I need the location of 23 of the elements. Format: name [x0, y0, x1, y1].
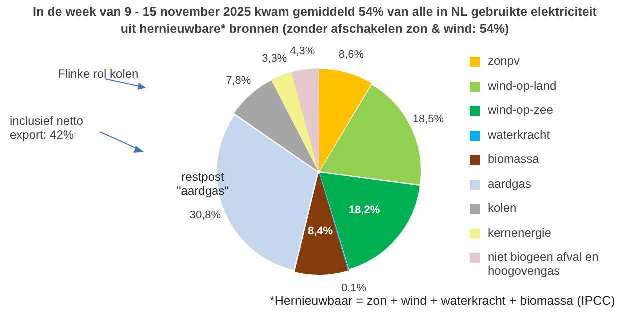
- chart-title: In de week van 9 - 15 november 2025 kwam gemiddeld 54% van alle in NL gebruikte elektriciteit uit hernieuwbare* bronnen (zonder afschakelen zon & wind: 54%): [32, 4, 598, 38]
- data-label: 8,6%: [338, 48, 364, 61]
- data-label: 30,8%: [190, 209, 222, 222]
- data-label: 8,4%: [308, 226, 334, 238]
- legend-label: biomassa: [488, 152, 540, 166]
- data-label: 4,3%: [290, 46, 316, 58]
- text: restpost "aardgas": [176, 170, 230, 198]
- legend-label: wind-op-land: [488, 78, 557, 92]
- legend-label: kernenergie: [488, 226, 552, 240]
- data-label: 18,2%: [348, 204, 380, 217]
- legend-label: aardgas: [488, 176, 532, 190]
- data-label: 7,8%: [226, 74, 252, 87]
- text: *Hernieuwbaar = zon + wind + waterkracht + biomassa (IPCC): [270, 294, 616, 308]
- text: Flinke rol kolen: [58, 67, 139, 81]
- legend-label: waterkracht: [488, 128, 550, 142]
- data-label: 0,1%: [341, 282, 367, 294]
- legend-label: zonpv: [488, 54, 520, 68]
- legend-label: wind-op-zee: [488, 103, 554, 117]
- legend-label: niet biogeen afval en hoogovengas: [488, 250, 600, 278]
- text: inclusief netto export: 42%: [10, 114, 84, 142]
- legend-label: kolen: [488, 201, 517, 215]
- data-label: 18,5%: [412, 113, 444, 126]
- data-label: 3,3%: [262, 52, 288, 65]
